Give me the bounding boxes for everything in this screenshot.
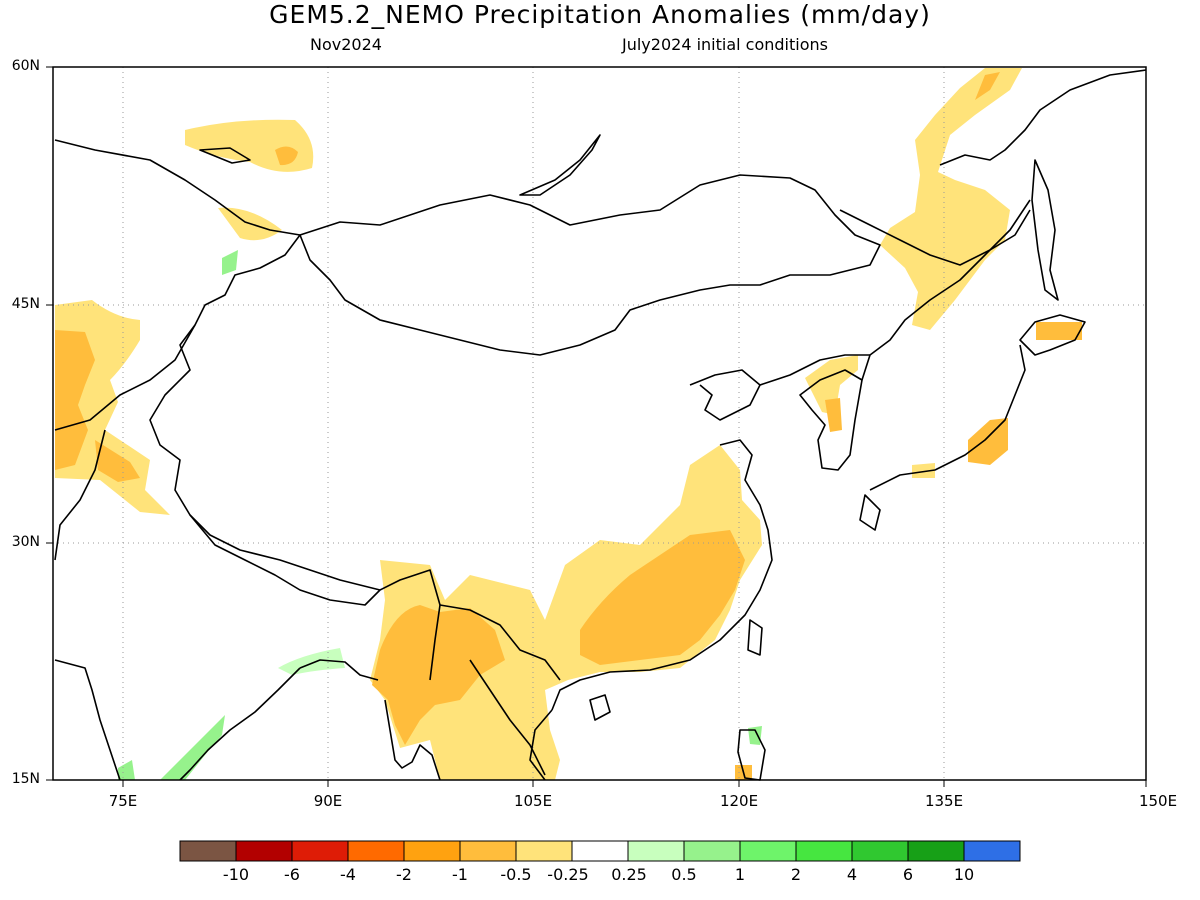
anomaly-patch-india-east-wet <box>278 648 345 675</box>
legend-swatch <box>571 840 629 862</box>
border-kazakhstan-south <box>54 324 196 431</box>
anomaly-patch-kazakhstan <box>185 119 314 172</box>
anomaly-patch-china-core <box>580 530 745 665</box>
legend-label: -6 <box>284 865 300 884</box>
precip-anomaly-fields <box>55 68 1082 780</box>
coastline-bangladesh <box>299 659 379 681</box>
coastline-india-west <box>54 659 121 781</box>
legend-label: -1 <box>452 865 468 884</box>
initial-conditions: July2024 initial conditions <box>622 35 828 54</box>
coastline-myanmar-bay <box>384 699 441 781</box>
legend-swatch <box>235 840 293 862</box>
coastline-indochina <box>529 709 553 781</box>
lat-label-45n: 45N <box>11 296 40 312</box>
axis-ticks <box>46 66 1147 787</box>
lake-balkhash <box>199 147 251 164</box>
anomaly-patch-taiwan-wet <box>748 726 762 745</box>
lon-label-75e: 75E <box>108 792 138 810</box>
border-mongolia <box>299 174 881 356</box>
anomaly-patch-fareast <box>880 68 1022 330</box>
anomaly-patch-fareast-core <box>975 72 1000 100</box>
anomaly-patch-india-south-wet <box>160 715 225 780</box>
lat-label-60n: 60N <box>11 58 40 74</box>
lat-label-15n: 15N <box>11 771 40 787</box>
coastlines-and-borders <box>54 69 1147 781</box>
coastline-bohai <box>689 369 761 421</box>
legend-label: -0.5 <box>500 865 532 884</box>
border-himalaya <box>189 514 381 606</box>
coastline-hainan <box>589 694 611 721</box>
coastline-taiwan <box>747 619 763 656</box>
anomaly-patch-west-core2 <box>95 440 140 482</box>
border-china-south <box>439 604 561 681</box>
anomaly-patch-kyushu <box>912 463 935 478</box>
legend-label: 4 <box>846 865 858 884</box>
legend-label: -10 <box>222 865 250 884</box>
lon-label-90e: 90E <box>313 792 343 810</box>
coastline-india-east <box>179 667 301 781</box>
coastline-okhotsk <box>939 69 1147 166</box>
lat-label-30n: 30N <box>11 534 40 550</box>
border-china-north-korea <box>759 354 870 386</box>
legend-label: 1 <box>734 865 746 884</box>
border-china-west <box>149 234 381 591</box>
coastline-korea <box>799 369 863 471</box>
coastline-kyushu <box>859 494 881 531</box>
anomaly-patch-west-core <box>55 330 95 470</box>
legend-swatch <box>347 840 405 862</box>
legend-swatch <box>963 840 1021 862</box>
anomaly-patch-china-light <box>370 445 762 780</box>
legend-swatch <box>459 840 517 862</box>
anomaly-patch-honshu <box>968 418 1008 465</box>
legend-swatch <box>851 840 909 862</box>
legend-label: 0.25 <box>611 865 647 884</box>
legend-label: 0.5 <box>671 865 697 884</box>
legend-swatch <box>291 840 349 862</box>
lon-label-105e: 105E <box>513 792 553 810</box>
lon-label-120e: 120E <box>719 792 759 810</box>
legend-label: -2 <box>396 865 412 884</box>
coastline-sakhalin <box>1031 159 1059 301</box>
legend-swatch <box>627 840 685 862</box>
anomaly-patch-korea-core <box>825 398 842 432</box>
legend-label: -4 <box>340 865 356 884</box>
legend-label: 2 <box>790 865 802 884</box>
lon-label-135e: 135E <box>924 792 964 810</box>
coastline-hokkaido <box>1019 314 1086 356</box>
legend-swatch <box>403 840 461 862</box>
gridlines <box>53 67 1146 780</box>
legend-swatch <box>683 840 741 862</box>
map-frame <box>52 66 1147 781</box>
lake-baikal <box>519 134 601 196</box>
page-title: GEM5.2_NEMO Precipitation Anomalies (mm/… <box>269 0 931 29</box>
legend-swatch <box>907 840 965 862</box>
legend-label: 6 <box>902 865 914 884</box>
legend-label: -0.25 <box>547 865 589 884</box>
coastline-china-east <box>551 439 773 711</box>
legend-swatch <box>179 840 237 862</box>
anomaly-patch-india-sw-wet <box>118 760 135 780</box>
coastline-japan-honshu <box>869 344 1026 491</box>
border-amur <box>839 209 1031 266</box>
border-kazakhstan <box>54 139 301 236</box>
border-laos-vietnam <box>469 659 546 776</box>
border-india-pakistan <box>54 429 106 561</box>
legend-label: 10 <box>953 865 975 884</box>
anomaly-patch-myanmar-core <box>372 605 505 745</box>
color-legend-bar <box>179 840 1021 862</box>
anomaly-patch-hokkaido <box>1036 322 1082 340</box>
lon-label-150e: 150E <box>1138 792 1178 810</box>
legend-swatch <box>515 840 573 862</box>
forecast-month: Nov2024 <box>310 35 382 54</box>
legend-swatch <box>795 840 853 862</box>
border-india-east <box>379 569 441 681</box>
legend-swatch <box>739 840 797 862</box>
anomaly-patch-tianshan-wet <box>222 250 238 275</box>
anomaly-patch-kazakhstan-core <box>275 146 298 166</box>
coastline-russia-sea-of-japan <box>861 199 1031 381</box>
